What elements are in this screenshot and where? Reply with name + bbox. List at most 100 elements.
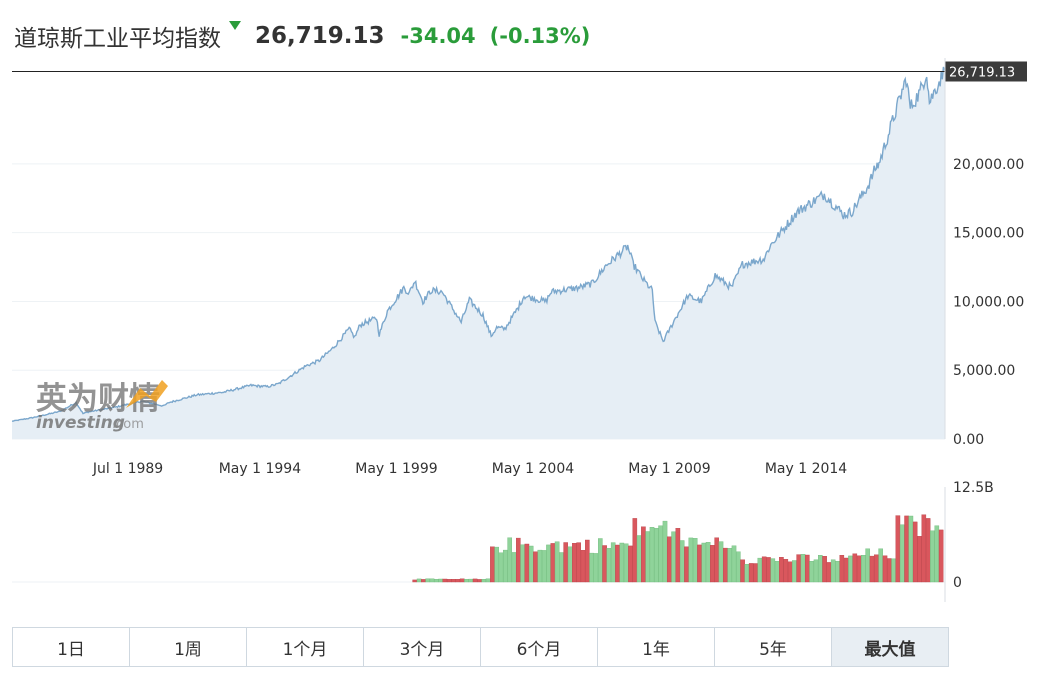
volume-bar: [869, 555, 875, 583]
volume-bar: [636, 535, 642, 583]
volume-bar: [912, 521, 918, 583]
y-tick-label: 5,000.00: [953, 363, 1015, 379]
volume-bar: [589, 552, 594, 583]
volume-bar: [619, 542, 625, 583]
volume-bar: [554, 541, 560, 583]
volume-bar: [710, 545, 715, 583]
index-name: 道琼斯工业平均指数: [14, 26, 221, 52]
volume-bar: [830, 559, 836, 583]
volume-bar: [671, 531, 676, 583]
volume-bar: [740, 559, 745, 583]
volume-bar: [641, 526, 646, 583]
volume-bar: [416, 578, 422, 583]
volume-bar: [770, 558, 776, 583]
volume-bar: [736, 551, 741, 583]
range-tab-3[interactable]: 3个月: [364, 628, 481, 666]
volume-bar: [628, 545, 633, 583]
volume-bar: [459, 578, 465, 583]
range-tab-7[interactable]: 最大值: [832, 628, 948, 666]
volume-bar: [882, 555, 888, 583]
range-tab-0[interactable]: 1日: [13, 628, 130, 666]
volume-bar: [757, 557, 763, 583]
investing-watermark: 英为财情 investing .com: [36, 380, 168, 433]
volume-bar: [908, 515, 914, 583]
volume-bar: [485, 578, 491, 583]
volume-bar: [585, 539, 590, 583]
volume-bar: [766, 557, 771, 583]
range-tab-4[interactable]: 6个月: [481, 628, 598, 666]
volume-bar: [541, 550, 547, 583]
volume-bar: [649, 527, 655, 583]
volume-bar: [843, 557, 849, 583]
volume-bar: [818, 555, 823, 583]
date-x-axis: Jul 1 1989 May 1 1994 May 1 1999 May 1 2004…: [92, 461, 847, 477]
volume-bar: [464, 579, 469, 583]
x-tick-label: May 1 2009: [628, 461, 710, 477]
volume-bar: [563, 542, 568, 583]
volume-bar: [800, 554, 806, 583]
volume-bar: [723, 547, 728, 583]
price-y-axis: 0.00 5,000.00 10,000.00 15,000.00 20,000.00: [944, 58, 1024, 448]
x-tick-label: May 1 2014: [765, 461, 847, 477]
y-tick-label: 10,000.00: [953, 294, 1024, 310]
volume-bar: [705, 542, 711, 583]
price-chart[interactable]: 英为财情 investing .com 26,719.13 0.00 5,000.…: [0, 0, 1046, 620]
y-tick-label: 0.00: [953, 432, 984, 448]
volume-bar: [559, 552, 564, 583]
down-triangle-icon: [229, 21, 241, 30]
volume-bar: [481, 579, 487, 583]
volume-bar: [714, 537, 719, 583]
volume-bar: [472, 578, 478, 583]
volume-bar: [447, 579, 452, 583]
last-price-label-text: 26,719.13: [949, 65, 1015, 80]
price-change: -34.04: [400, 24, 476, 48]
volume-bar: [718, 541, 724, 583]
volume-bar: [887, 558, 892, 583]
range-tab-6[interactable]: 5年: [715, 628, 832, 666]
volume-bar: [537, 549, 543, 583]
volume-bar: [930, 530, 935, 583]
y-tick-label: 20,000.00: [953, 157, 1024, 173]
volume-bar: [468, 578, 474, 583]
volume-bar: [865, 548, 870, 583]
x-tick-label: Jul 1 1989: [92, 461, 163, 477]
range-tab-5[interactable]: 1年: [598, 628, 715, 666]
volume-bar: [455, 579, 461, 583]
volume-bar: [891, 558, 896, 583]
volume-bar: [546, 544, 551, 583]
volume-bar: [796, 554, 801, 583]
volume-bar: [848, 555, 853, 583]
volume-bar: [839, 555, 845, 583]
volume-bar: [835, 561, 840, 583]
volume-bar: [567, 546, 573, 583]
volume-bar: [856, 555, 862, 583]
volume-bar: [774, 561, 780, 583]
volume-bar: [779, 557, 784, 583]
volume-bar: [934, 525, 940, 583]
volume-tick-label: 12.5B: [953, 480, 994, 496]
volume-bar: [528, 545, 534, 583]
quote-header: 道琼斯工业平均指数 26,719.13 -34.04 (-0.13%): [14, 16, 590, 56]
volume-bar: [442, 578, 448, 583]
volume-bar: [602, 545, 607, 583]
volume-bar: [761, 556, 767, 583]
volume-bar: [899, 524, 905, 583]
range-tab-2[interactable]: 1个月: [247, 628, 364, 666]
volume-bar: [895, 515, 901, 583]
volume-bar: [606, 548, 612, 583]
volume-bar: [861, 555, 866, 583]
volume-bar: [675, 528, 681, 583]
volume-bar: [874, 554, 879, 583]
watermark-suffix-text: .com: [112, 417, 144, 432]
volume-bar: [598, 538, 603, 583]
volume-bar: [662, 520, 668, 583]
volume-bar: [826, 562, 832, 583]
volume-bar: [822, 556, 827, 583]
volume-bar: [654, 528, 659, 583]
volume-bar: [852, 553, 858, 583]
volume-y-axis: 12.5B 0: [953, 480, 994, 591]
volume-bar: [809, 561, 814, 583]
range-tab-1[interactable]: 1周: [130, 628, 247, 666]
volume-bar: [425, 578, 431, 583]
volume-bar: [576, 542, 581, 583]
